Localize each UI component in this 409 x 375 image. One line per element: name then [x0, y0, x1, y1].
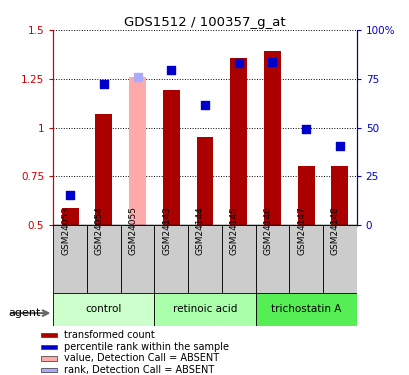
Point	[67, 192, 73, 198]
Bar	[41, 333, 57, 337]
Bar	[230, 58, 247, 225]
Text: GSM24054: GSM24054	[94, 206, 103, 255]
Text: value, Detection Call = ABSENT: value, Detection Call = ABSENT	[63, 353, 218, 363]
Text: transformed count: transformed count	[63, 330, 154, 340]
Text: GSM24053: GSM24053	[61, 206, 70, 255]
Bar	[129, 77, 146, 225]
Bar	[62, 209, 79, 225]
Point	[268, 59, 275, 65]
Bar	[87, 225, 120, 294]
Bar	[154, 292, 255, 326]
Point	[235, 60, 241, 66]
Point	[201, 102, 208, 108]
Text: retinoic acid: retinoic acid	[172, 304, 237, 314]
Bar	[330, 165, 347, 225]
Text: GSM24148: GSM24148	[330, 206, 339, 255]
Text: GSM24146: GSM24146	[263, 206, 272, 255]
Bar	[41, 345, 57, 349]
Text: GSM24143: GSM24143	[162, 206, 171, 255]
Bar	[322, 225, 356, 294]
Point	[134, 74, 141, 80]
Bar	[289, 225, 322, 294]
Title: GDS1512 / 100357_g_at: GDS1512 / 100357_g_at	[124, 16, 285, 29]
Bar	[95, 114, 112, 225]
Bar	[53, 292, 154, 326]
Bar	[255, 292, 356, 326]
Text: GSM24145: GSM24145	[229, 206, 238, 255]
Bar	[255, 225, 289, 294]
Bar	[263, 51, 280, 225]
Bar	[53, 225, 87, 294]
Bar	[120, 225, 154, 294]
Point	[336, 143, 342, 149]
Text: trichostatin A: trichostatin A	[270, 304, 340, 314]
Bar	[297, 165, 314, 225]
Bar	[188, 225, 221, 294]
Bar	[41, 368, 57, 372]
Bar	[162, 90, 179, 225]
Text: GSM24055: GSM24055	[128, 206, 137, 255]
Point	[302, 126, 309, 132]
Text: control: control	[85, 304, 122, 314]
Point	[100, 81, 107, 87]
Bar	[221, 225, 255, 294]
Bar	[41, 356, 57, 361]
Text: GSM24147: GSM24147	[297, 206, 306, 255]
Text: GSM24144: GSM24144	[196, 206, 204, 255]
Text: rank, Detection Call = ABSENT: rank, Detection Call = ABSENT	[63, 365, 213, 375]
Bar	[154, 225, 188, 294]
Bar	[196, 137, 213, 225]
Text: percentile rank within the sample: percentile rank within the sample	[63, 342, 228, 352]
Text: agent: agent	[8, 308, 40, 318]
Point	[168, 67, 174, 73]
